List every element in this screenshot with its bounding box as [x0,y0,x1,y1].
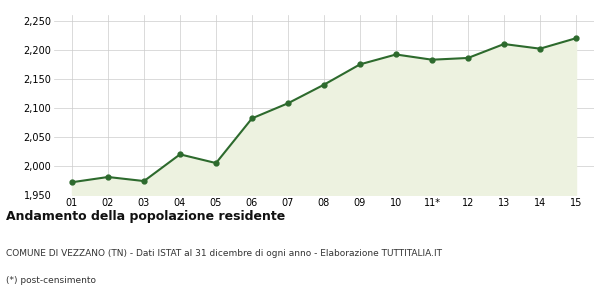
Text: COMUNE DI VEZZANO (TN) - Dati ISTAT al 31 dicembre di ogni anno - Elaborazione T: COMUNE DI VEZZANO (TN) - Dati ISTAT al 3… [6,249,442,258]
Text: Andamento della popolazione residente: Andamento della popolazione residente [6,210,285,223]
Text: (*) post-censimento: (*) post-censimento [6,276,96,285]
